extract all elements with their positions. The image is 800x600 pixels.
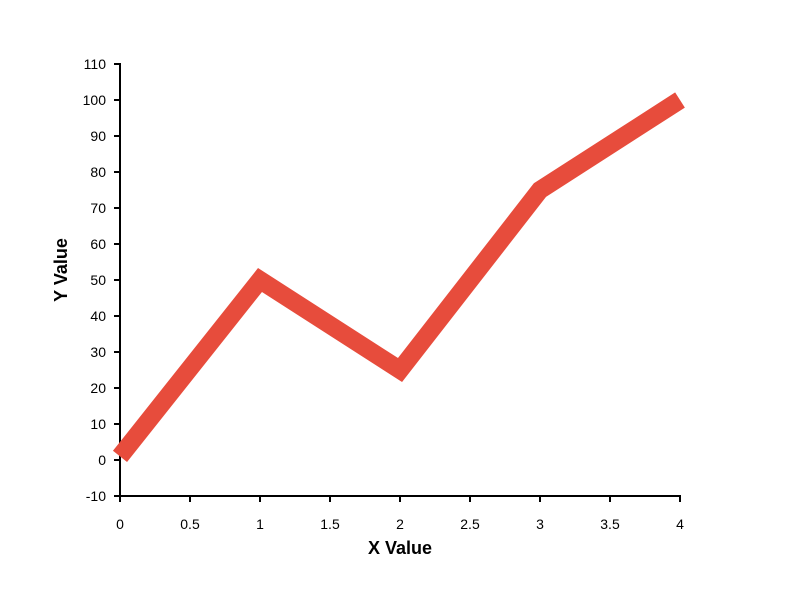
x-axis-title: X Value <box>368 538 432 558</box>
y-tick-label: 40 <box>90 308 106 324</box>
y-tick-label: 110 <box>84 56 107 72</box>
x-tick-label: 3.5 <box>600 516 620 532</box>
x-tick-label: 2 <box>396 516 404 532</box>
y-axis-title: Y Value <box>51 238 71 302</box>
y-tick-label: 80 <box>90 164 106 180</box>
y-tick-label: 0 <box>98 452 106 468</box>
y-tick-label: 50 <box>90 272 106 288</box>
x-axis-line <box>119 495 681 502</box>
x-tick-label: 3 <box>536 516 544 532</box>
x-tick-label: 4 <box>676 516 684 532</box>
series-group <box>112 92 685 462</box>
y-tick-label: 60 <box>90 236 106 252</box>
x-axis-ticks: 0 0.5 1 1.5 2 2.5 3 3.5 4 <box>116 496 684 532</box>
y-axis-ticks: -10 0 10 20 30 40 50 60 70 80 90 100 110 <box>83 56 120 504</box>
series-line <box>112 92 685 462</box>
x-tick-label: 1 <box>256 516 264 532</box>
x-tick-label: 0 <box>116 516 124 532</box>
y-tick-label: 100 <box>83 92 107 108</box>
y-tick-label: 70 <box>90 200 106 216</box>
x-tick-label: 0.5 <box>180 516 200 532</box>
y-tick-label: 30 <box>90 344 106 360</box>
y-axis-line <box>114 63 121 497</box>
x-tick-label: 2.5 <box>460 516 480 532</box>
x-tick-label: 1.5 <box>320 516 340 532</box>
y-tick-label: 20 <box>90 380 106 396</box>
y-tick-label: 90 <box>90 128 106 144</box>
y-tick-label: 10 <box>90 416 106 432</box>
y-tick-label: -10 <box>86 488 106 504</box>
